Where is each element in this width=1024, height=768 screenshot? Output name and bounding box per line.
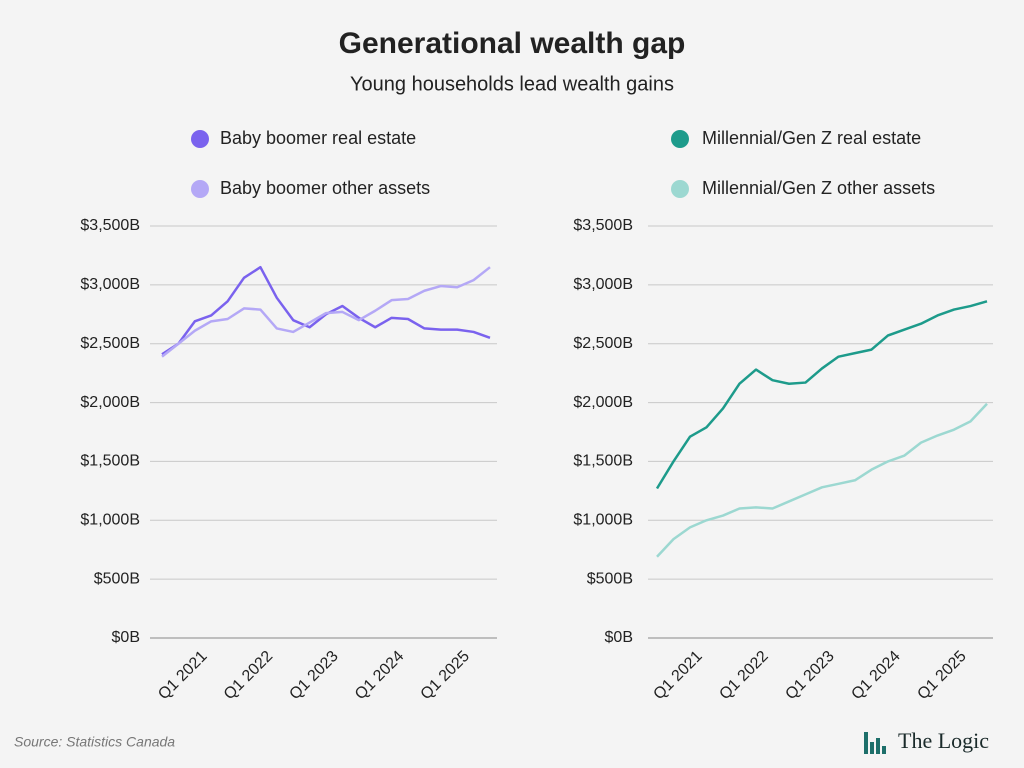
x-tick-label: Q1 2024 [848,648,904,704]
x-tick-label: Q1 2021 [155,648,211,704]
source: Source: Statistics Canada [14,734,175,750]
legend-label: Millennial/Gen Z other assets [702,178,935,198]
legend-marker [671,180,689,198]
y-tick-label: $2,000B [573,394,633,411]
y-tick-label: $500B [94,570,140,587]
x-tick-label: Q1 2021 [650,648,706,704]
brand-logo [864,732,886,754]
y-tick-label: $3,000B [80,276,140,293]
x-tick-label: Q1 2024 [352,648,408,704]
legend-label: Baby boomer real estate [220,128,416,148]
series-line [161,265,491,356]
legend-marker [191,180,209,198]
y-tick-label: $1,000B [80,512,140,529]
y-tick-label: $0B [605,629,633,646]
legend-label: Baby boomer other assets [220,178,430,198]
y-tick-label: $2,500B [573,335,633,352]
x-tick-label: Q1 2025 [914,648,970,704]
y-tick-label: $2,000B [80,394,140,411]
y-tick-label: $3,000B [573,276,633,293]
series-line [656,402,988,558]
x-tick-label: Q1 2023 [286,648,342,704]
legend-label: Millennial/Gen Z real estate [702,128,921,148]
title: Generational wealth gap [339,27,686,60]
y-tick-label: $1,500B [80,453,140,470]
legend-marker [191,130,209,148]
legend-marker [671,130,689,148]
y-tick-label: $2,500B [80,335,140,352]
y-tick-label: $3,500B [573,217,633,234]
x-tick-label: Q1 2025 [418,648,474,704]
y-tick-label: $1,500B [573,453,633,470]
series-line [161,266,491,358]
x-tick-label: Q1 2022 [716,648,772,704]
x-tick-label: Q1 2023 [782,648,838,704]
x-tick-label: Q1 2022 [221,648,277,704]
y-tick-label: $3,500B [80,217,140,234]
series-line [655,300,988,490]
y-tick-label: $0B [112,629,140,646]
brand: The Logic [898,728,989,753]
subtitle: Young households lead wealth gains [350,73,674,95]
y-tick-label: $500B [587,570,633,587]
y-tick-label: $1,000B [573,512,633,529]
